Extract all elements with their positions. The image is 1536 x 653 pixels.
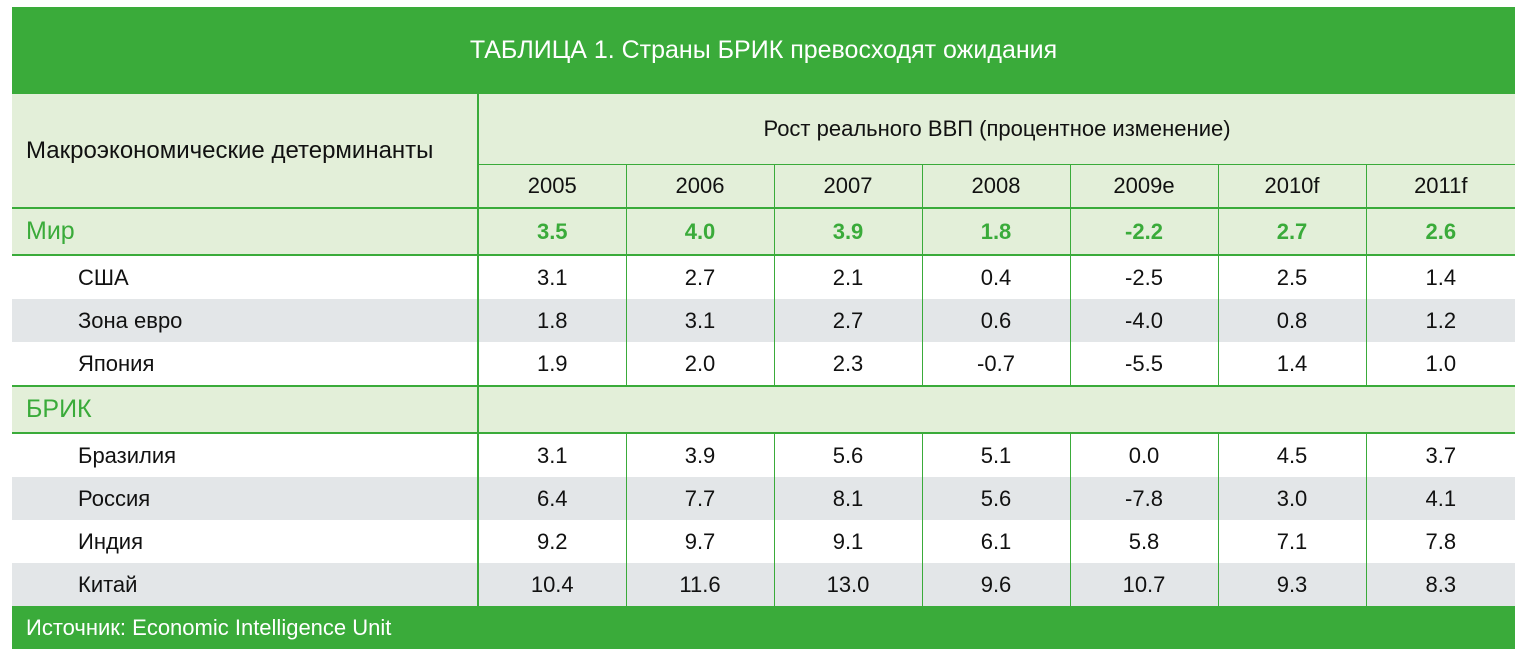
gdp-table: Макроэкономические детерминанты Рост реа… [12, 94, 1516, 606]
cell-value: 0.4 [921, 255, 1070, 299]
cell-value: 3.1 [625, 299, 774, 342]
table-title: ТАБЛИЦА 1. Страны БРИК превосходят ожида… [12, 7, 1515, 94]
cell-value: 5.1 [921, 433, 1070, 477]
cell-value: 2.3 [773, 342, 922, 386]
cell-value: 2.5 [1217, 255, 1366, 299]
cell-value: 1.8 [478, 299, 626, 342]
section-empty-cell [478, 385, 1516, 434]
cell-value: 3.7 [1365, 433, 1516, 477]
section-value: 3.9 [773, 208, 922, 256]
table-row: Зона евро 1.8 3.1 2.7 0.6 -4.0 0.8 1.2 [12, 299, 1516, 342]
cell-value: 11.6 [625, 563, 774, 606]
cell-value: 6.4 [478, 477, 626, 520]
row-label: Россия [12, 477, 479, 520]
cell-value: 10.4 [478, 563, 626, 606]
year-header: 2008 [921, 164, 1070, 209]
cell-value: -7.8 [1069, 477, 1218, 520]
cell-value: 0.0 [1069, 433, 1218, 477]
cell-value: 9.3 [1217, 563, 1366, 606]
cell-value: 5.8 [1069, 520, 1218, 563]
section-value: 4.0 [625, 208, 774, 256]
row-label: Япония [12, 342, 479, 386]
header-growth: Рост реального ВВП (процентное изменение… [478, 94, 1516, 165]
cell-value: -5.5 [1069, 342, 1218, 386]
cell-value: 1.2 [1365, 299, 1516, 342]
cell-value: 9.1 [773, 520, 922, 563]
table-row: США 3.1 2.7 2.1 0.4 -2.5 2.5 1.4 [12, 255, 1516, 299]
cell-value: 8.3 [1365, 563, 1516, 606]
section-row: Мир 3.5 4.0 3.9 1.8 -2.2 2.7 2.6 [12, 208, 1516, 256]
source-note: Источник: Economic Intelligence Unit [12, 606, 1515, 649]
cell-value: 0.8 [1217, 299, 1366, 342]
cell-value: 1.9 [536, 350, 568, 376]
section-name: БРИК [12, 385, 479, 434]
table-row: Россия 6.4 7.7 8.1 5.6 -7.8 3.0 4.1 [12, 477, 1516, 520]
cell-value: 0.6 [921, 299, 1070, 342]
cell-value: 9.2 [536, 528, 568, 554]
year-header: 2005 [478, 164, 626, 209]
cell-value: 7.1 [1217, 520, 1366, 563]
cell-value: 5.6 [921, 477, 1070, 520]
cell-value: 4.1 [1365, 477, 1516, 520]
row-label: Индия [12, 520, 479, 563]
cell-value: 2.7 [773, 299, 922, 342]
table-row: Бразилия 3.1 3.9 5.6 5.1 0.0 4.5 3.7 [12, 433, 1516, 477]
cell-value: 7.8 [1365, 520, 1516, 563]
cell-value: 1.4 [1365, 255, 1516, 299]
cell-value: 8.1 [773, 477, 922, 520]
cell-value: 3.1 [536, 442, 568, 468]
year-header: 2010f [1217, 164, 1366, 209]
section-value: 1.8 [921, 208, 1070, 256]
cell-value: 7.7 [625, 477, 774, 520]
year-header: 2011f [1365, 164, 1516, 209]
year-header: 2006 [625, 164, 774, 209]
gdp-table-figure: ТАБЛИЦА 1. Страны БРИК превосходят ожида… [12, 7, 1516, 649]
cell-value: 3.1 [536, 264, 568, 290]
section-value: 2.6 [1365, 208, 1516, 256]
section-row: БРИК [12, 385, 1516, 434]
row-label: США [12, 255, 479, 299]
section-value: 2.7 [1217, 208, 1366, 256]
cell-value: 9.6 [921, 563, 1070, 606]
row-label: Зона евро [12, 299, 479, 342]
year-header: 2009e [1069, 164, 1218, 209]
cell-value: 2.7 [625, 255, 774, 299]
cell-value: 13.0 [773, 563, 922, 606]
year-header: 2007 [773, 164, 922, 209]
cell-value: 2.0 [625, 342, 774, 386]
cell-value: 5.6 [773, 433, 922, 477]
table-row: Япония 1.9 2.0 2.3 -0.7 -5.5 1.4 1.0 [12, 342, 1516, 386]
cell-value: 10.7 [1069, 563, 1218, 606]
cell-value: -0.7 [921, 342, 1070, 386]
cell-value: 1.4 [1217, 342, 1366, 386]
cell-value: 4.5 [1217, 433, 1366, 477]
cell-value: 9.7 [625, 520, 774, 563]
row-label: Бразилия [12, 433, 479, 477]
cell-value: 6.1 [921, 520, 1070, 563]
section-name: Мир [12, 208, 479, 256]
cell-value: 1.0 [1365, 342, 1516, 386]
row-label: Китай [12, 563, 479, 606]
cell-value: 3.0 [1217, 477, 1366, 520]
cell-value: 3.9 [625, 433, 774, 477]
header-label: Макроэкономические детерминанты [12, 94, 479, 209]
section-value: 3.5 [478, 208, 626, 256]
cell-value: -2.5 [1069, 255, 1218, 299]
cell-value: 2.1 [773, 255, 922, 299]
table-row: Индия 9.2 9.7 9.1 6.1 5.8 7.1 7.8 [12, 520, 1516, 563]
cell-value: -4.0 [1069, 299, 1218, 342]
section-value: -2.2 [1069, 208, 1218, 256]
table-row: Китай 10.4 11.6 13.0 9.6 10.7 9.3 8.3 [12, 563, 1516, 606]
